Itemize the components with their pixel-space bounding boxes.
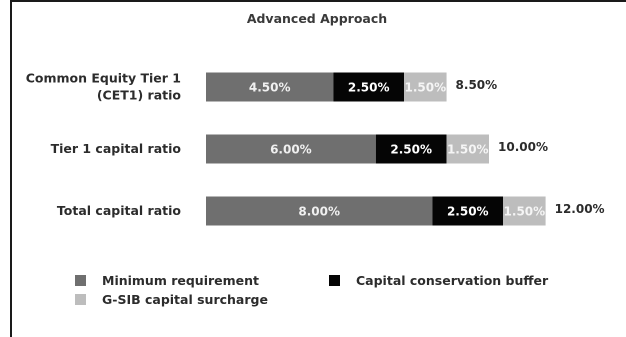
bar-segment — [404, 72, 447, 102]
legend-label: G-SIB capital surcharge — [102, 292, 268, 307]
legend-swatch — [75, 294, 86, 305]
bar-segment — [432, 196, 504, 226]
segment-label: 6.00% — [270, 143, 312, 157]
segment-label: 2.50% — [348, 81, 390, 95]
bar-segment — [206, 134, 376, 164]
chart-title: Advanced Approach — [247, 11, 387, 26]
total-label: 10.00% — [498, 140, 548, 154]
bar-segment — [446, 134, 489, 164]
bar-segment — [206, 196, 433, 226]
category-label: Total capital ratio — [57, 203, 181, 218]
bar-segment — [333, 72, 405, 102]
frame-top-border — [10, 0, 626, 2]
segment-label: 1.50% — [447, 143, 489, 157]
segment-label: 1.50% — [504, 205, 546, 219]
legend-label: Capital conservation buffer — [356, 273, 549, 288]
category-label: Tier 1 capital ratio — [51, 141, 182, 156]
bar-segment — [375, 134, 447, 164]
total-label: 12.00% — [555, 202, 605, 216]
segment-label: 2.50% — [447, 205, 489, 219]
bar-segment — [503, 196, 546, 226]
total-label: 8.50% — [456, 78, 498, 92]
segment-label: 8.00% — [298, 205, 340, 219]
bar-segment — [206, 72, 334, 102]
legend-label: Minimum requirement — [102, 273, 259, 288]
frame-left-border — [10, 0, 12, 337]
legend-swatch — [329, 275, 340, 286]
category-label: (CET1) ratio — [97, 88, 182, 103]
segment-label: 4.50% — [249, 81, 291, 95]
category-label: Common Equity Tier 1 — [26, 71, 181, 86]
segment-label: 2.50% — [390, 143, 432, 157]
segment-label: 1.50% — [405, 81, 447, 95]
legend-swatch — [75, 275, 86, 286]
